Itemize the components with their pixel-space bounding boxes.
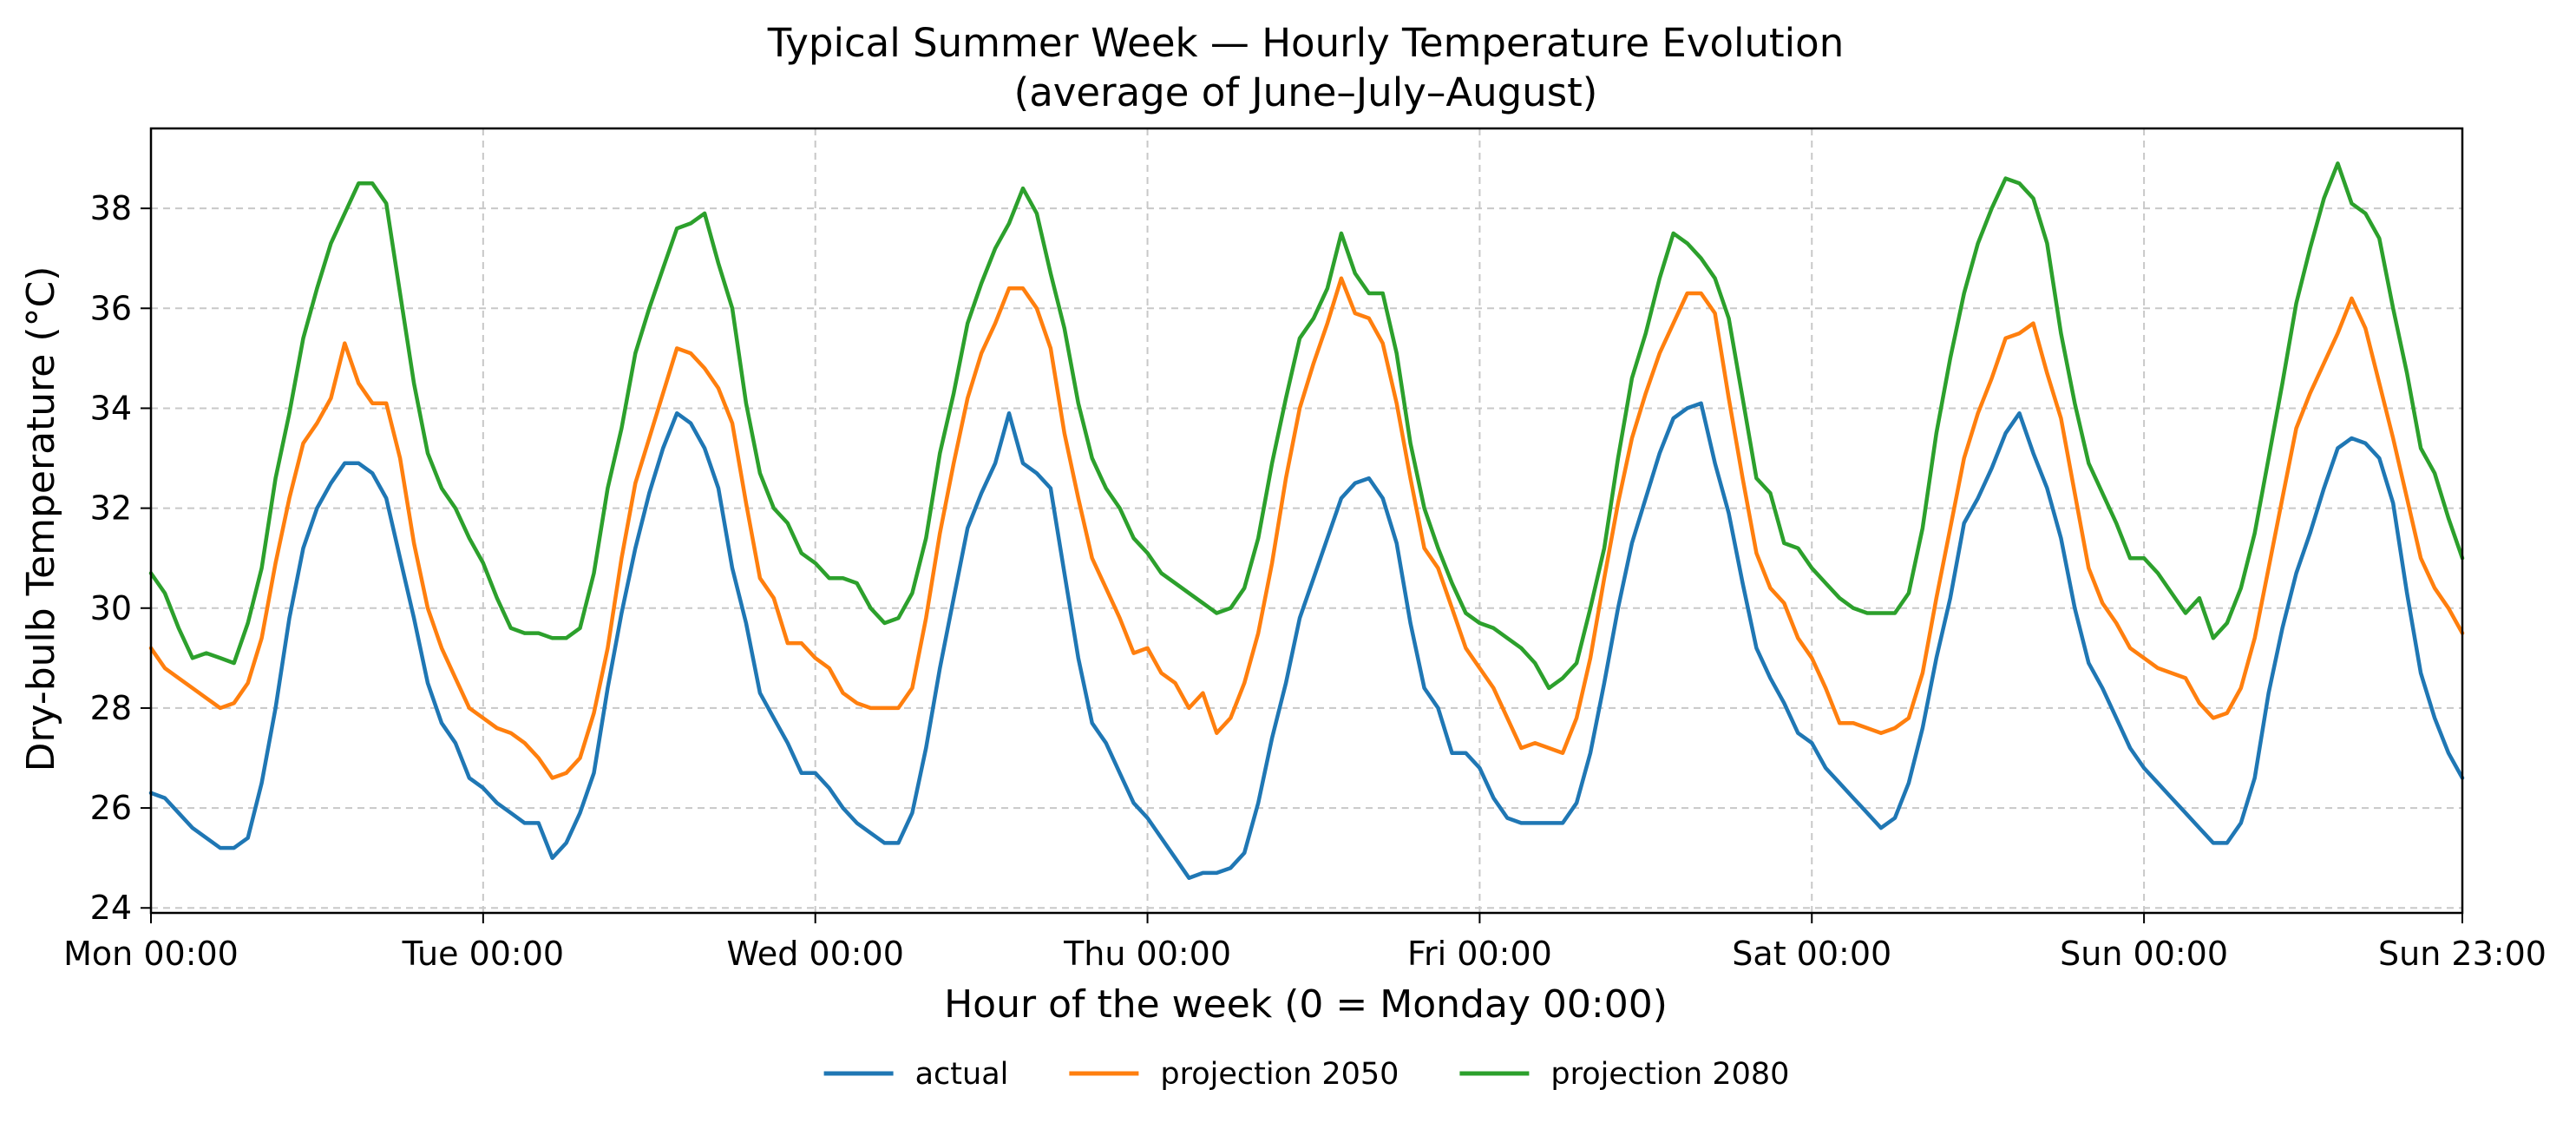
x-tick-label: Sun 00:00 bbox=[2060, 935, 2228, 973]
y-tick-label: 26 bbox=[90, 789, 132, 827]
x-tick-label: Sat 00:00 bbox=[1732, 935, 1891, 973]
y-tick-label: 24 bbox=[90, 889, 132, 927]
plot-frame bbox=[149, 127, 2464, 915]
legend-item: projection 2050 bbox=[1069, 1057, 1399, 1092]
y-tick-label: 38 bbox=[90, 189, 132, 227]
y-tick-label: 34 bbox=[90, 389, 132, 427]
x-tick-label: Sun 23:00 bbox=[2378, 935, 2547, 973]
legend-item: projection 2080 bbox=[1459, 1057, 1789, 1092]
series-line-actual bbox=[148, 401, 2465, 880]
chart-title: Typical Summer Week — Hourly Temperature… bbox=[767, 20, 1844, 66]
y-axis-label: Dry-bulb Temperature (°C) bbox=[19, 266, 63, 772]
legend: actual projection 2050 projection 2080 bbox=[823, 1057, 1789, 1092]
y-tick-label: 28 bbox=[90, 689, 132, 727]
y-tick-label: 32 bbox=[90, 489, 132, 528]
series-line-projection-2080 bbox=[148, 161, 2465, 691]
x-tick-label: Wed 00:00 bbox=[726, 935, 903, 973]
legend-item: actual bbox=[823, 1057, 1009, 1092]
x-tick-label: Thu 00:00 bbox=[1063, 935, 1231, 973]
legend-label: projection 2050 bbox=[1160, 1057, 1399, 1092]
chart-subtitle: (average of June–July–August) bbox=[1014, 69, 1598, 115]
y-tick-label: 30 bbox=[90, 589, 132, 627]
x-axis-label: Hour of the week (0 = Monday 00:00) bbox=[944, 982, 1668, 1027]
series-lines bbox=[148, 161, 2465, 880]
legend-label: projection 2080 bbox=[1550, 1057, 1789, 1092]
x-tick-label: Tue 00:00 bbox=[402, 935, 565, 973]
x-tick-label: Mon 00:00 bbox=[63, 935, 239, 973]
series-line-projection-2050 bbox=[148, 276, 2465, 780]
y-tick-label: 36 bbox=[90, 289, 132, 327]
legend-label: actual bbox=[915, 1057, 1009, 1092]
axis-ticks: Mon 00:00 Tue 00:00 Wed 00:00 Thu 00:00 Fri … bbox=[63, 189, 2547, 973]
x-tick-label: Fri 00:00 bbox=[1407, 935, 1552, 973]
